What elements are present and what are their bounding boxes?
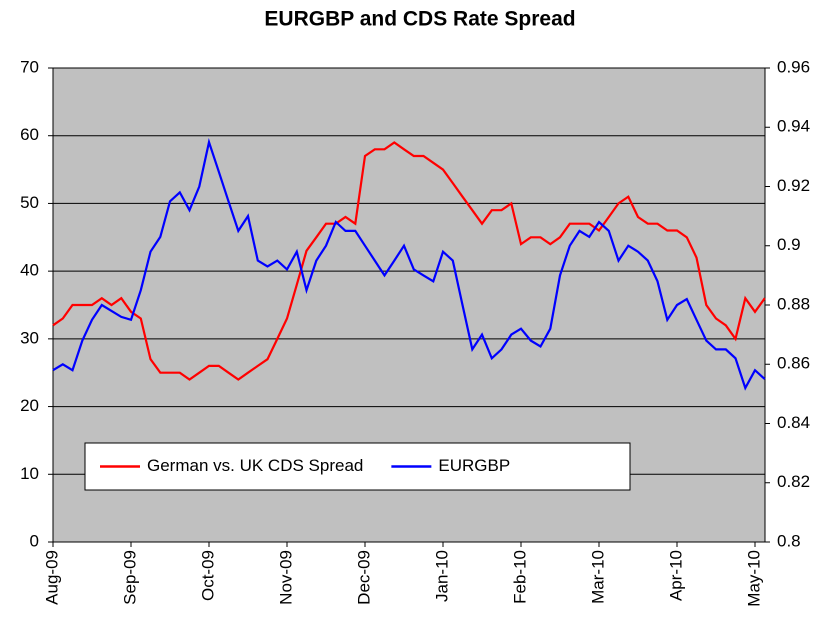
legend-label: EURGBP xyxy=(438,456,510,475)
x-tick-label: Sep-09 xyxy=(120,550,139,605)
y-tick-label: 30 xyxy=(20,328,39,347)
y-tick-label: 40 xyxy=(20,261,39,280)
y2-tick-label: 0.96 xyxy=(777,57,810,76)
x-tick-label: Jan-10 xyxy=(432,550,451,602)
y-tick-label: 20 xyxy=(20,396,39,415)
series-line xyxy=(52,137,766,391)
y2-tick-label: 0.82 xyxy=(777,472,810,491)
y2-tick-label: 0.9 xyxy=(777,235,801,254)
x-tick-label: Dec-09 xyxy=(354,550,373,605)
chart-title: EURGBP and CDS Rate Spread xyxy=(264,8,575,31)
series-line xyxy=(52,141,766,381)
y-tick-label: 0 xyxy=(30,531,39,550)
y2-tick-label: 0.84 xyxy=(777,413,810,432)
y-tick-label: 10 xyxy=(20,464,39,483)
y-tick-label: 50 xyxy=(20,193,39,212)
y2-tick-label: 0.94 xyxy=(777,117,810,136)
legend-box xyxy=(84,442,631,491)
y2-tick-label: 0.88 xyxy=(777,294,810,313)
x-tick-label: May-10 xyxy=(744,550,763,607)
x-tick-label: Feb-10 xyxy=(510,550,529,604)
y2-tick-label: 0.86 xyxy=(777,354,810,373)
legend-label: German vs. UK CDS Spread xyxy=(147,456,363,475)
x-tick-label: Mar-10 xyxy=(588,550,607,604)
x-tick-label: Apr-10 xyxy=(666,550,685,601)
y-tick-label: 70 xyxy=(20,57,39,76)
x-tick-label: Nov-09 xyxy=(276,550,295,605)
y2-tick-label: 0.8 xyxy=(777,531,801,550)
y-tick-label: 60 xyxy=(20,125,39,144)
x-tick-label: Aug-09 xyxy=(42,550,61,605)
x-tick-label: Oct-09 xyxy=(198,550,217,601)
y2-tick-label: 0.92 xyxy=(777,176,810,195)
